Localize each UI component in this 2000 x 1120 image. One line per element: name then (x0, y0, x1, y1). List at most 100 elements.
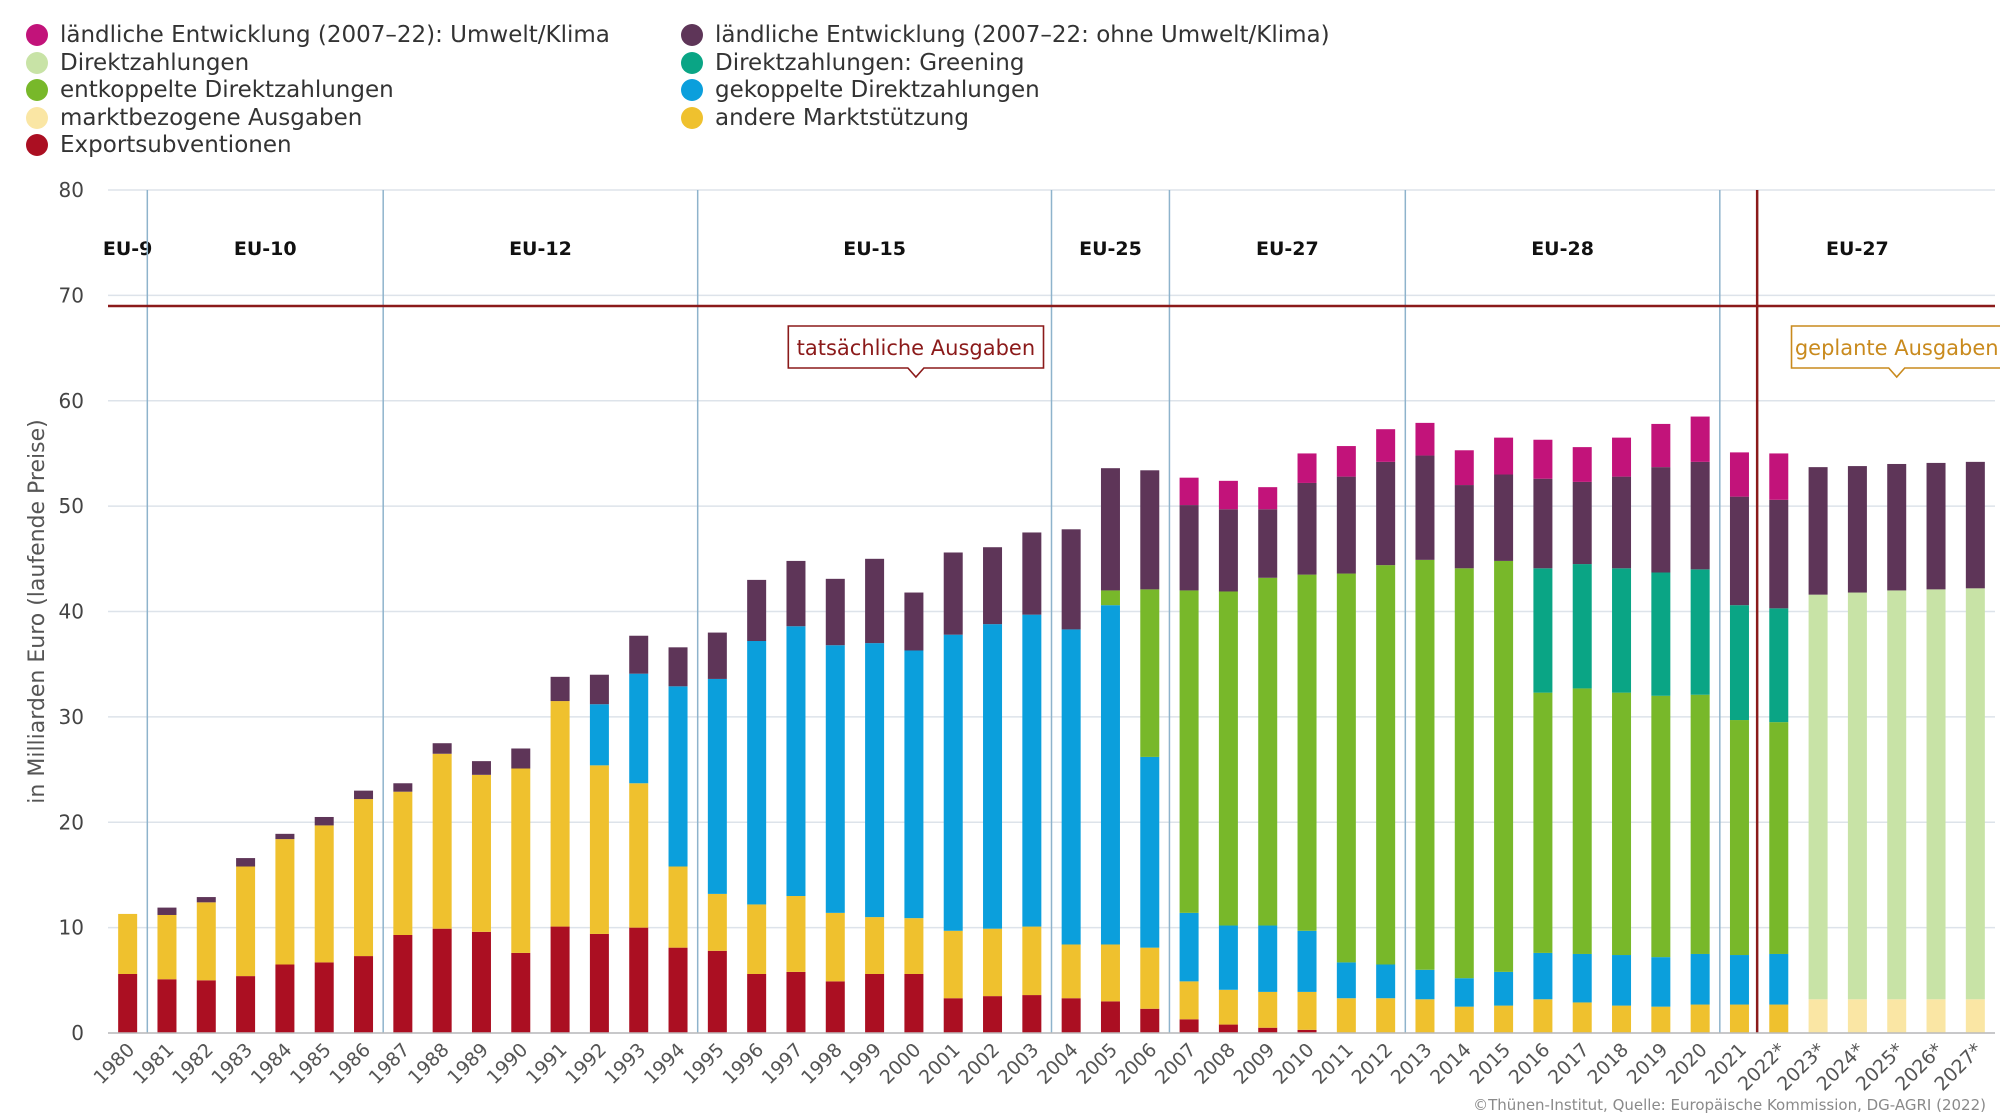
bar-segment (1729, 1004, 1749, 1033)
legend-label: ländliche Entwicklung (2007–22: ohne Umw… (715, 22, 1330, 48)
legend-item[interactable]: marktbezogene Ausgaben (26, 105, 362, 131)
bar-segment (983, 996, 1003, 1033)
bar-segment (1847, 592, 1867, 1000)
bar-segment (1218, 925, 1238, 990)
bar-segment (393, 791, 413, 936)
bar-segment (1336, 998, 1356, 1033)
bar-segment (1140, 947, 1160, 1009)
bar-segment (1415, 455, 1435, 560)
bar-segment (786, 971, 806, 1033)
bar-segment (196, 897, 216, 903)
bar-segment (550, 701, 570, 927)
y-tick-label: 10 (59, 916, 84, 940)
bar-segment (1612, 955, 1632, 1006)
bar-segment (354, 956, 374, 1033)
bar-segment (1376, 964, 1396, 999)
callout-box (787, 325, 1045, 379)
bar-segment (1769, 453, 1789, 500)
bar-segment (275, 833, 295, 840)
bar-segment (1218, 509, 1238, 592)
bar-segment (118, 973, 138, 1033)
bar-segment (825, 578, 845, 646)
bar-segment (825, 912, 845, 982)
bar-segment (943, 634, 963, 931)
bar-segment (747, 973, 767, 1033)
legend-item[interactable]: ländliche Entwicklung (2007–22): Umwelt/… (26, 22, 610, 48)
bar-segment (1769, 953, 1789, 1005)
legend-swatch (681, 106, 703, 129)
x-tick-label: 2020 (1662, 1039, 1712, 1089)
bar-segment (629, 783, 649, 928)
y-tick-label: 80 (59, 178, 84, 202)
legend-item[interactable]: entkoppelte Direktzahlungen (26, 77, 394, 103)
bar-segment (1847, 466, 1867, 593)
bar-segment (1454, 978, 1474, 1007)
bar-segment (983, 547, 1003, 625)
bar-segment (589, 674, 609, 705)
period-label: EU-25 (1079, 238, 1142, 260)
bar-segment (1061, 529, 1081, 630)
bar-segment (1926, 462, 1946, 590)
bar-segment (825, 981, 845, 1033)
bar-segment (1140, 589, 1160, 757)
bar-segment (707, 632, 727, 679)
x-tick-label: 2004 (1033, 1039, 1083, 1089)
bar-segment (550, 676, 570, 702)
bar-segment (1729, 496, 1749, 606)
bar-segment (904, 918, 924, 974)
chart-legend: ländliche Entwicklung (2007–22): Umwelt/… (26, 22, 1426, 162)
bar-segment (1336, 446, 1356, 477)
x-tick-label: 2006 (1112, 1039, 1162, 1089)
bar-segment (354, 790, 374, 800)
x-tick-label: 2016 (1505, 1039, 1555, 1089)
legend-item[interactable]: gekoppelte Direktzahlungen (681, 77, 1040, 103)
bar-segment (314, 816, 334, 826)
bar-segment (1100, 605, 1120, 945)
legend-swatch (26, 24, 48, 46)
bar-segment (1572, 481, 1592, 565)
legend-swatch (681, 24, 703, 46)
period-label: EU-12 (509, 238, 572, 260)
legend-label: entkoppelte Direktzahlungen (60, 77, 394, 103)
bar-segment (393, 935, 413, 1033)
planned-expenditure-callout: geplante Ausgaben (1790, 325, 2000, 379)
bar-segment (668, 647, 688, 687)
bar-segment (1218, 480, 1238, 510)
bar-segment (1258, 487, 1278, 510)
legend-item[interactable]: Direktzahlungen (26, 50, 249, 76)
bar-segment (1729, 955, 1749, 1005)
y-tick-label: 30 (59, 705, 84, 729)
bar-segment (1612, 568, 1632, 693)
bar-segment (668, 947, 688, 1033)
x-tick-label: 1996 (718, 1039, 768, 1089)
legend-item[interactable]: andere Marktstützung (681, 105, 969, 131)
legend-item[interactable]: Direktzahlungen: Greening (681, 50, 1024, 76)
bar-segment (1100, 468, 1120, 591)
bar-segment (943, 930, 963, 999)
bar-segment (1454, 450, 1474, 486)
bar-segment (1454, 1006, 1474, 1033)
legend-swatch (26, 51, 48, 74)
legend-label: ländliche Entwicklung (2007–22): Umwelt/… (60, 22, 610, 48)
x-tick-label: 2018 (1583, 1039, 1633, 1089)
legend-item[interactable]: Exportsubventionen (26, 132, 292, 158)
x-tick-label: 1991 (522, 1039, 572, 1089)
x-tick-label: 2001 (915, 1039, 965, 1089)
bar-segment (314, 825, 334, 963)
x-tick-label: 1989 (443, 1039, 493, 1089)
bar-segment (1179, 981, 1199, 1020)
bar-segment (1572, 688, 1592, 954)
bar-segment (393, 783, 413, 792)
bar-segment (1179, 590, 1199, 913)
bar-segment (1533, 478, 1553, 569)
bar-segment (943, 552, 963, 635)
x-tick-label: 2017 (1544, 1039, 1594, 1089)
bar-segment (1100, 944, 1120, 1002)
bar-segment (1926, 999, 1946, 1033)
bar-segment (865, 917, 885, 974)
bar-segment (1769, 1004, 1789, 1033)
bar-segment (1140, 756, 1160, 948)
legend-item[interactable]: ländliche Entwicklung (2007–22: ohne Umw… (681, 22, 1330, 48)
bar-segment (629, 673, 649, 784)
bar-segment (983, 624, 1003, 929)
